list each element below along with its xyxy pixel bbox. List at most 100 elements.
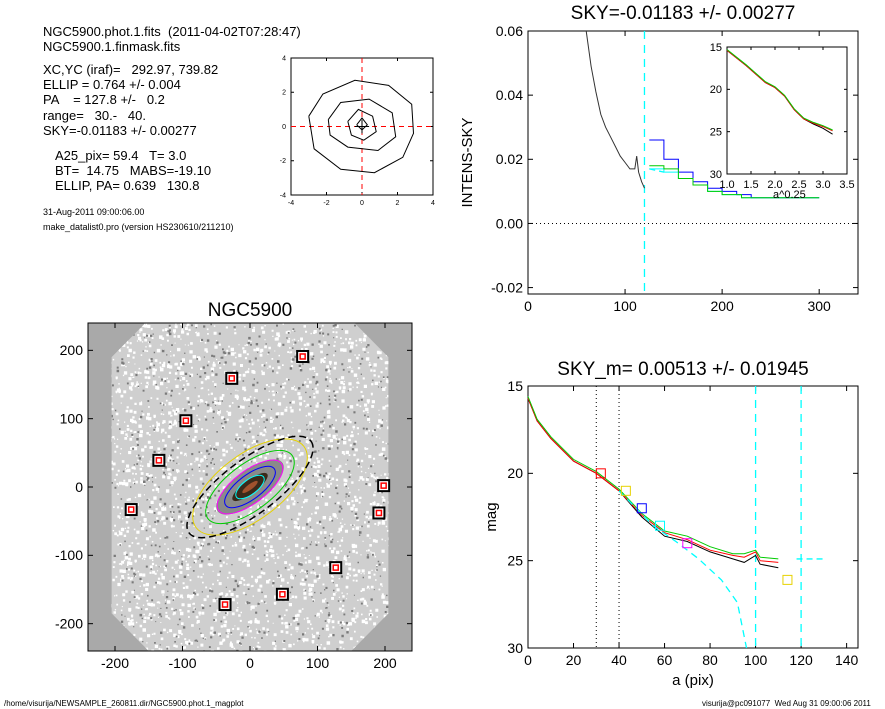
inset-xtick-label: 1.5	[743, 179, 758, 191]
inset-xlabel: a^0.25	[773, 189, 806, 201]
contour-ytick-label: 2	[282, 90, 286, 97]
mag-xtick-label: 20	[566, 652, 582, 668]
mag-xtick-label: 80	[702, 652, 718, 668]
contour-ytick-label: 0	[282, 124, 286, 131]
mag-series-cyan-dashed	[618, 490, 748, 649]
inset-xtick-label: 3.0	[815, 179, 830, 191]
mag-isophote-marker	[620, 485, 631, 496]
galaxy-star-marker-inner	[380, 482, 387, 489]
galaxy-star-marker-inner	[299, 353, 306, 360]
inset-series-red	[726, 50, 833, 132]
galaxy-ytick-label: 0	[75, 479, 83, 495]
galaxy-title: NGC5900	[208, 300, 293, 321]
galaxy-ellipse-blue	[224, 465, 276, 509]
galaxy-ellipse-yellow	[192, 438, 308, 536]
inset-xtick-label: 3.5	[839, 179, 854, 191]
galaxy-field-fill	[111, 323, 389, 651]
galaxy-star-marker-inner	[155, 457, 163, 464]
galaxy-nucleus	[242, 480, 258, 494]
inset-series-black	[726, 50, 833, 135]
galaxy-star-marker	[372, 506, 386, 520]
galaxy-star-marker	[296, 349, 310, 363]
contour-xtick-label: -4	[288, 200, 294, 207]
galaxy-star-marker-inner	[332, 564, 339, 571]
sky-series-blue	[649, 139, 820, 199]
mag-series-red	[527, 398, 779, 563]
galaxy-frame	[87, 322, 413, 652]
inset-ytick-label: 15	[710, 42, 722, 54]
mag-title: SKY_m= 0.00513 +/- 0.01945	[557, 359, 808, 380]
ellip-pa-line: ELLIP, PA= 0.639 130.8	[55, 178, 200, 193]
galaxy-star-marker	[218, 598, 232, 612]
sky-ytick-label: 0.06	[496, 23, 523, 39]
mag-xtick-label: 140	[835, 652, 859, 668]
galaxy-star-marker-inner	[127, 506, 135, 513]
inset-series-green	[726, 49, 833, 131]
galaxy-star-marker	[152, 453, 166, 467]
galaxy-xtick-label: 0	[246, 655, 254, 671]
sky-line: SKY=-0.01183 +/- 0.00277	[43, 123, 197, 138]
galaxy-speckle	[111, 323, 389, 651]
sky-ytick-label: 0.00	[496, 215, 523, 231]
file-line-2: NGC5900.1.finmask.fits	[43, 39, 181, 54]
mag-isophote-marker	[636, 503, 647, 514]
range-line: range= 30.- 40.	[43, 108, 146, 123]
galaxy-ellipse-green	[205, 449, 295, 525]
contour-xtick-label: -2	[323, 200, 329, 207]
mag-series-black	[527, 398, 779, 569]
galaxy-ytick-label: -100	[55, 547, 83, 563]
sky-cyan-dash	[649, 168, 665, 173]
contour-ytick-label: -2	[280, 158, 286, 165]
footer-path: /home/visurija/NEWSAMPLE_260811.dir/NGC5…	[4, 699, 244, 708]
galaxy-xtick-label: -200	[101, 655, 129, 671]
sky-title: SKY=-0.01183 +/- 0.00277	[571, 3, 796, 24]
mag-isophote-marker	[595, 468, 606, 479]
mag-ytick-label: 20	[507, 465, 523, 481]
mag-xlabel: a (pix)	[672, 672, 714, 689]
galaxy-xtick-label: -100	[168, 655, 196, 671]
mag-series-green	[527, 396, 779, 560]
galaxy-star-marker-inner	[375, 509, 383, 517]
contour-frame	[290, 57, 434, 196]
bt-line: BT= 14.75 MABS=-19.10	[55, 163, 212, 178]
mag-isophote-marker	[782, 574, 793, 585]
galaxy-halo	[216, 459, 284, 515]
sky-series-cyan	[649, 168, 820, 199]
mag-isophote-marker	[682, 538, 693, 549]
contour-ytick-label: -4	[280, 192, 286, 199]
mag-xtick-label: 40	[611, 652, 627, 668]
galaxy-star-marker	[124, 503, 138, 517]
contour-level-2	[347, 108, 377, 141]
mag-xtick-label: 0	[524, 652, 532, 668]
sky-xtick-label: 200	[710, 298, 734, 314]
mag-xtick-label: 120	[789, 652, 813, 668]
galaxy-background	[88, 323, 412, 651]
sky-xtick-label: 100	[613, 298, 637, 314]
mag-xtick-label: 100	[744, 652, 768, 668]
galaxy-star-marker-inner	[279, 591, 286, 598]
file-line-1: NGC5900.phot.1.fits (2011-04-02T07:28:47…	[43, 24, 301, 39]
galaxy-field	[111, 323, 389, 651]
galaxy-ellipse-magenta	[216, 459, 284, 515]
sky-ytick-label: 0.02	[496, 151, 523, 167]
inset-ytick-label: 20	[710, 84, 722, 96]
mag-isophote-marker	[655, 520, 665, 531]
galaxy-xtick-label: 200	[373, 655, 397, 671]
galaxy-star-marker	[377, 479, 391, 493]
sky-xtick-label: 0	[524, 298, 532, 314]
galaxy-ytick-label: 200	[60, 342, 84, 358]
contour-xtick-label: 0	[360, 200, 364, 207]
pa-line: PA = 127.8 +/- 0.2	[43, 92, 165, 107]
galaxy-speckle-dark	[111, 323, 389, 651]
mag-frame	[527, 385, 859, 649]
sky-ytick-label: -0.02	[491, 279, 523, 295]
program-line: make_datalist0.pro (version HS230610/211…	[43, 222, 234, 232]
galaxy-ellipse-black	[186, 435, 314, 539]
galaxy-core	[232, 472, 268, 502]
center-line: XC,YC (iraf)= 292.97, 739.82	[43, 62, 219, 77]
a25-line: A25_pix= 59.4 T= 3.0	[55, 148, 187, 163]
contour-level-3	[356, 117, 368, 131]
contour-level-0	[308, 79, 415, 174]
sky-ylabel: INTENS-SKY	[459, 117, 476, 207]
galaxy-ellipse-cyan	[235, 474, 265, 500]
